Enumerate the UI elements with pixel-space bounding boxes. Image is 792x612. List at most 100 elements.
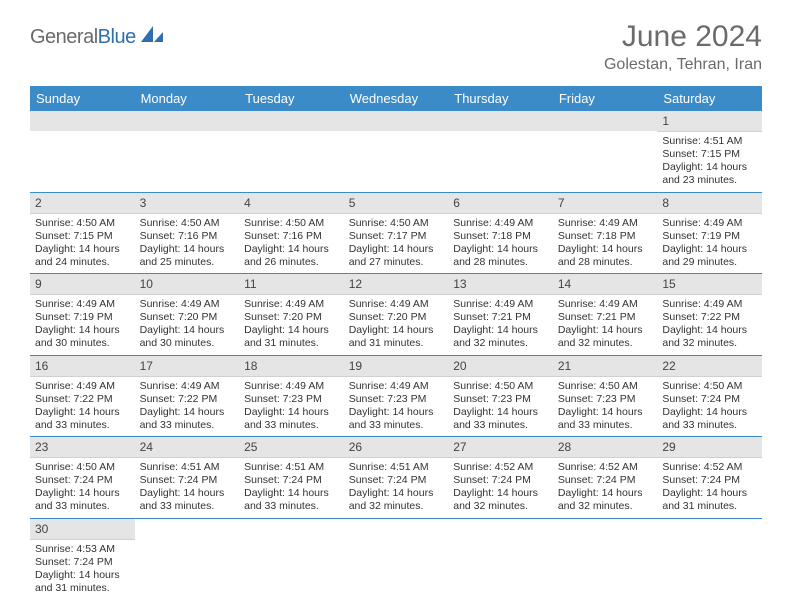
calendar-cell	[30, 111, 135, 192]
calendar-cell: 14Sunrise: 4:49 AMSunset: 7:21 PMDayligh…	[553, 274, 658, 356]
day-number: 30	[30, 519, 135, 540]
day-details: Sunrise: 4:50 AMSunset: 7:24 PMDaylight:…	[657, 377, 762, 437]
day-details: Sunrise: 4:49 AMSunset: 7:20 PMDaylight:…	[239, 295, 344, 355]
calendar-cell	[553, 518, 658, 599]
calendar-cell: 27Sunrise: 4:52 AMSunset: 7:24 PMDayligh…	[448, 437, 553, 519]
day-number: 9	[30, 274, 135, 295]
calendar-cell	[135, 111, 240, 192]
empty-daynum-bar	[344, 111, 449, 131]
day-number: 16	[30, 356, 135, 377]
calendar-cell: 4Sunrise: 4:50 AMSunset: 7:16 PMDaylight…	[239, 192, 344, 274]
calendar-cell: 15Sunrise: 4:49 AMSunset: 7:22 PMDayligh…	[657, 274, 762, 356]
logo-text-blue: Blue	[98, 26, 136, 49]
calendar-cell: 23Sunrise: 4:50 AMSunset: 7:24 PMDayligh…	[30, 437, 135, 519]
day-number: 4	[239, 193, 344, 214]
calendar-cell: 12Sunrise: 4:49 AMSunset: 7:20 PMDayligh…	[344, 274, 449, 356]
day-number: 10	[135, 274, 240, 295]
day-number: 5	[344, 193, 449, 214]
calendar-row: 9Sunrise: 4:49 AMSunset: 7:19 PMDaylight…	[30, 274, 762, 356]
day-details: Sunrise: 4:52 AMSunset: 7:24 PMDaylight:…	[657, 458, 762, 518]
day-number: 24	[135, 437, 240, 458]
weekday-header: Friday	[553, 86, 658, 111]
weekday-header: Tuesday	[239, 86, 344, 111]
day-details: Sunrise: 4:52 AMSunset: 7:24 PMDaylight:…	[553, 458, 658, 518]
calendar-cell: 30Sunrise: 4:53 AMSunset: 7:24 PMDayligh…	[30, 518, 135, 599]
calendar-cell: 1Sunrise: 4:51 AMSunset: 7:15 PMDaylight…	[657, 111, 762, 192]
day-details: Sunrise: 4:49 AMSunset: 7:22 PMDaylight:…	[657, 295, 762, 355]
calendar-cell: 16Sunrise: 4:49 AMSunset: 7:22 PMDayligh…	[30, 355, 135, 437]
calendar-cell	[448, 111, 553, 192]
calendar-cell: 29Sunrise: 4:52 AMSunset: 7:24 PMDayligh…	[657, 437, 762, 519]
month-title: June 2024	[604, 20, 762, 54]
day-number: 8	[657, 193, 762, 214]
day-details: Sunrise: 4:49 AMSunset: 7:19 PMDaylight:…	[30, 295, 135, 355]
calendar-cell: 28Sunrise: 4:52 AMSunset: 7:24 PMDayligh…	[553, 437, 658, 519]
day-number: 1	[657, 111, 762, 132]
day-number: 2	[30, 193, 135, 214]
calendar-cell	[344, 111, 449, 192]
day-number: 25	[239, 437, 344, 458]
logo: GeneralBlue	[30, 24, 165, 50]
calendar-cell: 19Sunrise: 4:49 AMSunset: 7:23 PMDayligh…	[344, 355, 449, 437]
calendar-cell: 9Sunrise: 4:49 AMSunset: 7:19 PMDaylight…	[30, 274, 135, 356]
day-details: Sunrise: 4:51 AMSunset: 7:24 PMDaylight:…	[135, 458, 240, 518]
calendar-cell: 22Sunrise: 4:50 AMSunset: 7:24 PMDayligh…	[657, 355, 762, 437]
day-number: 26	[344, 437, 449, 458]
calendar-cell	[239, 111, 344, 192]
calendar-cell: 24Sunrise: 4:51 AMSunset: 7:24 PMDayligh…	[135, 437, 240, 519]
day-details: Sunrise: 4:50 AMSunset: 7:24 PMDaylight:…	[30, 458, 135, 518]
calendar-cell: 6Sunrise: 4:49 AMSunset: 7:18 PMDaylight…	[448, 192, 553, 274]
day-number: 22	[657, 356, 762, 377]
calendar-cell: 18Sunrise: 4:49 AMSunset: 7:23 PMDayligh…	[239, 355, 344, 437]
day-details: Sunrise: 4:49 AMSunset: 7:23 PMDaylight:…	[239, 377, 344, 437]
day-details: Sunrise: 4:49 AMSunset: 7:22 PMDaylight:…	[30, 377, 135, 437]
page-header: GeneralBlue June 2024 Golestan, Tehran, …	[30, 20, 762, 74]
day-details: Sunrise: 4:50 AMSunset: 7:17 PMDaylight:…	[344, 214, 449, 274]
day-number: 23	[30, 437, 135, 458]
day-details: Sunrise: 4:49 AMSunset: 7:18 PMDaylight:…	[448, 214, 553, 274]
weekday-header-row: Sunday Monday Tuesday Wednesday Thursday…	[30, 86, 762, 111]
calendar-cell: 20Sunrise: 4:50 AMSunset: 7:23 PMDayligh…	[448, 355, 553, 437]
calendar-cell: 3Sunrise: 4:50 AMSunset: 7:16 PMDaylight…	[135, 192, 240, 274]
calendar-table: Sunday Monday Tuesday Wednesday Thursday…	[30, 86, 762, 599]
day-details: Sunrise: 4:53 AMSunset: 7:24 PMDaylight:…	[30, 540, 135, 600]
calendar-cell: 7Sunrise: 4:49 AMSunset: 7:18 PMDaylight…	[553, 192, 658, 274]
day-details: Sunrise: 4:51 AMSunset: 7:24 PMDaylight:…	[239, 458, 344, 518]
day-number: 12	[344, 274, 449, 295]
empty-daynum-bar	[30, 111, 135, 131]
weekday-header: Monday	[135, 86, 240, 111]
calendar-cell: 10Sunrise: 4:49 AMSunset: 7:20 PMDayligh…	[135, 274, 240, 356]
empty-daynum-bar	[239, 111, 344, 131]
day-details: Sunrise: 4:50 AMSunset: 7:23 PMDaylight:…	[553, 377, 658, 437]
day-details: Sunrise: 4:49 AMSunset: 7:18 PMDaylight:…	[553, 214, 658, 274]
logo-text-general: General	[30, 26, 98, 49]
day-details: Sunrise: 4:50 AMSunset: 7:23 PMDaylight:…	[448, 377, 553, 437]
calendar-cell	[239, 518, 344, 599]
day-number: 18	[239, 356, 344, 377]
calendar-cell: 11Sunrise: 4:49 AMSunset: 7:20 PMDayligh…	[239, 274, 344, 356]
day-number: 17	[135, 356, 240, 377]
day-details: Sunrise: 4:49 AMSunset: 7:21 PMDaylight:…	[448, 295, 553, 355]
day-details: Sunrise: 4:50 AMSunset: 7:15 PMDaylight:…	[30, 214, 135, 274]
day-number: 20	[448, 356, 553, 377]
day-number: 29	[657, 437, 762, 458]
calendar-body: 1Sunrise: 4:51 AMSunset: 7:15 PMDaylight…	[30, 111, 762, 599]
day-number: 15	[657, 274, 762, 295]
day-number: 6	[448, 193, 553, 214]
calendar-row: 30Sunrise: 4:53 AMSunset: 7:24 PMDayligh…	[30, 518, 762, 599]
day-number: 27	[448, 437, 553, 458]
day-details: Sunrise: 4:50 AMSunset: 7:16 PMDaylight:…	[239, 214, 344, 274]
logo-sail-icon	[139, 24, 165, 50]
location-text: Golestan, Tehran, Iran	[604, 56, 762, 74]
calendar-cell: 25Sunrise: 4:51 AMSunset: 7:24 PMDayligh…	[239, 437, 344, 519]
calendar-cell: 21Sunrise: 4:50 AMSunset: 7:23 PMDayligh…	[553, 355, 658, 437]
day-details: Sunrise: 4:49 AMSunset: 7:23 PMDaylight:…	[344, 377, 449, 437]
day-details: Sunrise: 4:49 AMSunset: 7:19 PMDaylight:…	[657, 214, 762, 274]
weekday-header: Saturday	[657, 86, 762, 111]
day-number: 11	[239, 274, 344, 295]
empty-daynum-bar	[553, 111, 658, 131]
day-details: Sunrise: 4:51 AMSunset: 7:15 PMDaylight:…	[657, 132, 762, 192]
calendar-cell	[448, 518, 553, 599]
calendar-cell: 8Sunrise: 4:49 AMSunset: 7:19 PMDaylight…	[657, 192, 762, 274]
day-number: 3	[135, 193, 240, 214]
